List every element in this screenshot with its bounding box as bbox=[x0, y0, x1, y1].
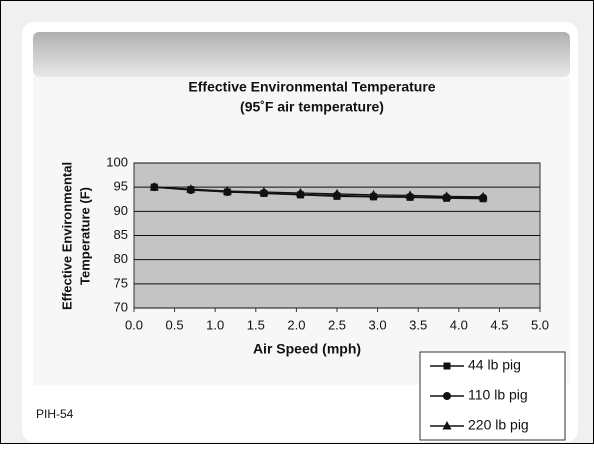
x-tick-label: 1.0 bbox=[206, 317, 224, 332]
chart-title: Effective Environmental Temperature bbox=[188, 79, 435, 95]
x-tick-label: 4.0 bbox=[450, 317, 468, 332]
legend-marker bbox=[443, 392, 451, 400]
y-tick-label: 80 bbox=[114, 251, 128, 266]
slide-label: PIH-54 bbox=[36, 407, 74, 421]
x-tick-label: 3.0 bbox=[369, 317, 387, 332]
x-tick-label: 4.5 bbox=[490, 317, 508, 332]
x-tick-label: 0.0 bbox=[125, 317, 143, 332]
marker bbox=[442, 191, 452, 200]
x-tick-label: 3.5 bbox=[409, 317, 427, 332]
marker bbox=[149, 182, 159, 191]
marker bbox=[259, 187, 269, 196]
series-line bbox=[154, 186, 484, 199]
y-axis-label: Temperature (F) bbox=[77, 187, 92, 285]
legend-label: 220 lb pig bbox=[468, 417, 529, 433]
x-tick-label: 5.0 bbox=[531, 317, 549, 332]
legend-label: 110 lb pig bbox=[468, 387, 528, 403]
marker bbox=[186, 184, 196, 193]
series-line bbox=[154, 186, 484, 198]
marker bbox=[295, 187, 305, 197]
marker bbox=[222, 186, 232, 195]
y-tick-label: 85 bbox=[114, 227, 128, 242]
y-tick-label: 90 bbox=[114, 203, 128, 218]
x-tick-label: 2.5 bbox=[328, 317, 346, 332]
marker bbox=[478, 191, 488, 201]
legend-marker bbox=[443, 362, 451, 370]
x-tick-label: 1.5 bbox=[247, 317, 265, 332]
x-tick-label: 0.5 bbox=[166, 317, 184, 332]
marker bbox=[405, 190, 415, 199]
y-tick-label: 100 bbox=[106, 154, 128, 169]
x-tick-label: 2.0 bbox=[287, 317, 305, 332]
chart-subtitle: (95˚F air temperature) bbox=[240, 99, 384, 115]
legend-label: 44 lb pig bbox=[468, 357, 521, 373]
legend-marker bbox=[442, 421, 452, 430]
marker bbox=[369, 189, 379, 199]
y-tick-label: 70 bbox=[114, 299, 128, 314]
y-tick-label: 95 bbox=[114, 179, 128, 194]
x-axis-label: Air Speed (mph) bbox=[253, 341, 361, 357]
header-band bbox=[33, 32, 570, 77]
y-axis-label: Effective Environmental bbox=[59, 162, 74, 310]
y-tick-label: 75 bbox=[114, 275, 128, 290]
marker bbox=[332, 188, 342, 198]
